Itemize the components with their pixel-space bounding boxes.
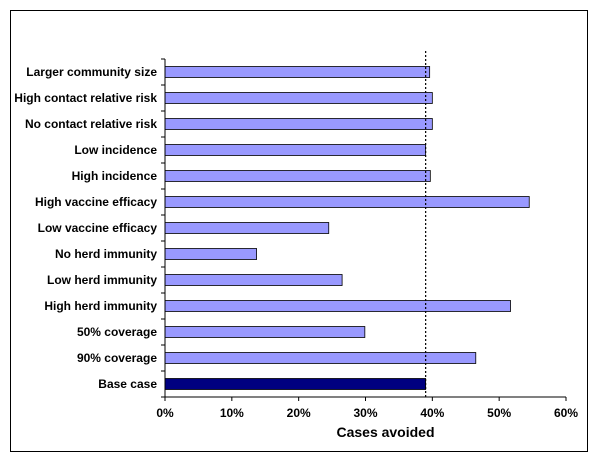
bar xyxy=(164,300,511,312)
category-label: High herd immunity xyxy=(44,299,157,313)
category-label: High vaccine efficacy xyxy=(35,195,157,209)
bar xyxy=(164,352,477,364)
category-label: 50% coverage xyxy=(77,325,157,339)
category-label: Low vaccine efficacy xyxy=(38,221,158,235)
bar-base-case xyxy=(164,378,427,390)
bar xyxy=(164,118,433,130)
x-tick-label: 30% xyxy=(353,406,377,420)
bar xyxy=(164,196,530,208)
x-tick-label: 60% xyxy=(554,406,578,420)
x-tick-label: 0% xyxy=(156,406,174,420)
category-label: No contact relative risk xyxy=(25,117,157,131)
category-label: Low herd immunity xyxy=(47,273,157,287)
x-tick-label: 20% xyxy=(287,406,311,420)
category-label: High incidence xyxy=(72,169,158,183)
bar xyxy=(164,248,257,260)
category-label: 90% coverage xyxy=(77,351,157,365)
category-label: Larger community size xyxy=(26,65,157,79)
bar xyxy=(164,92,433,104)
x-tick-label: 40% xyxy=(420,406,444,420)
x-ticks-group: 0% 10% 20% 30% 40% 50% 60% xyxy=(156,397,578,420)
bar xyxy=(164,326,366,338)
x-axis-title: Cases avoided xyxy=(336,424,434,440)
bar xyxy=(164,144,427,156)
category-labels-group: Larger community size High contact relati… xyxy=(14,58,165,398)
chart-frame: Larger community size High contact relati… xyxy=(10,10,588,452)
bar xyxy=(164,66,431,78)
category-label: High contact relative risk xyxy=(14,91,157,105)
bars-group xyxy=(164,66,530,390)
category-label: Low incidence xyxy=(74,143,157,157)
bar xyxy=(164,170,431,182)
bar xyxy=(164,274,343,286)
bar-chart: Larger community size High contact relati… xyxy=(14,51,578,440)
category-label: No herd immunity xyxy=(55,247,157,261)
bar xyxy=(164,222,330,234)
x-tick-label: 50% xyxy=(487,406,511,420)
category-label: Base case xyxy=(98,377,157,391)
x-tick-label: 10% xyxy=(220,406,244,420)
